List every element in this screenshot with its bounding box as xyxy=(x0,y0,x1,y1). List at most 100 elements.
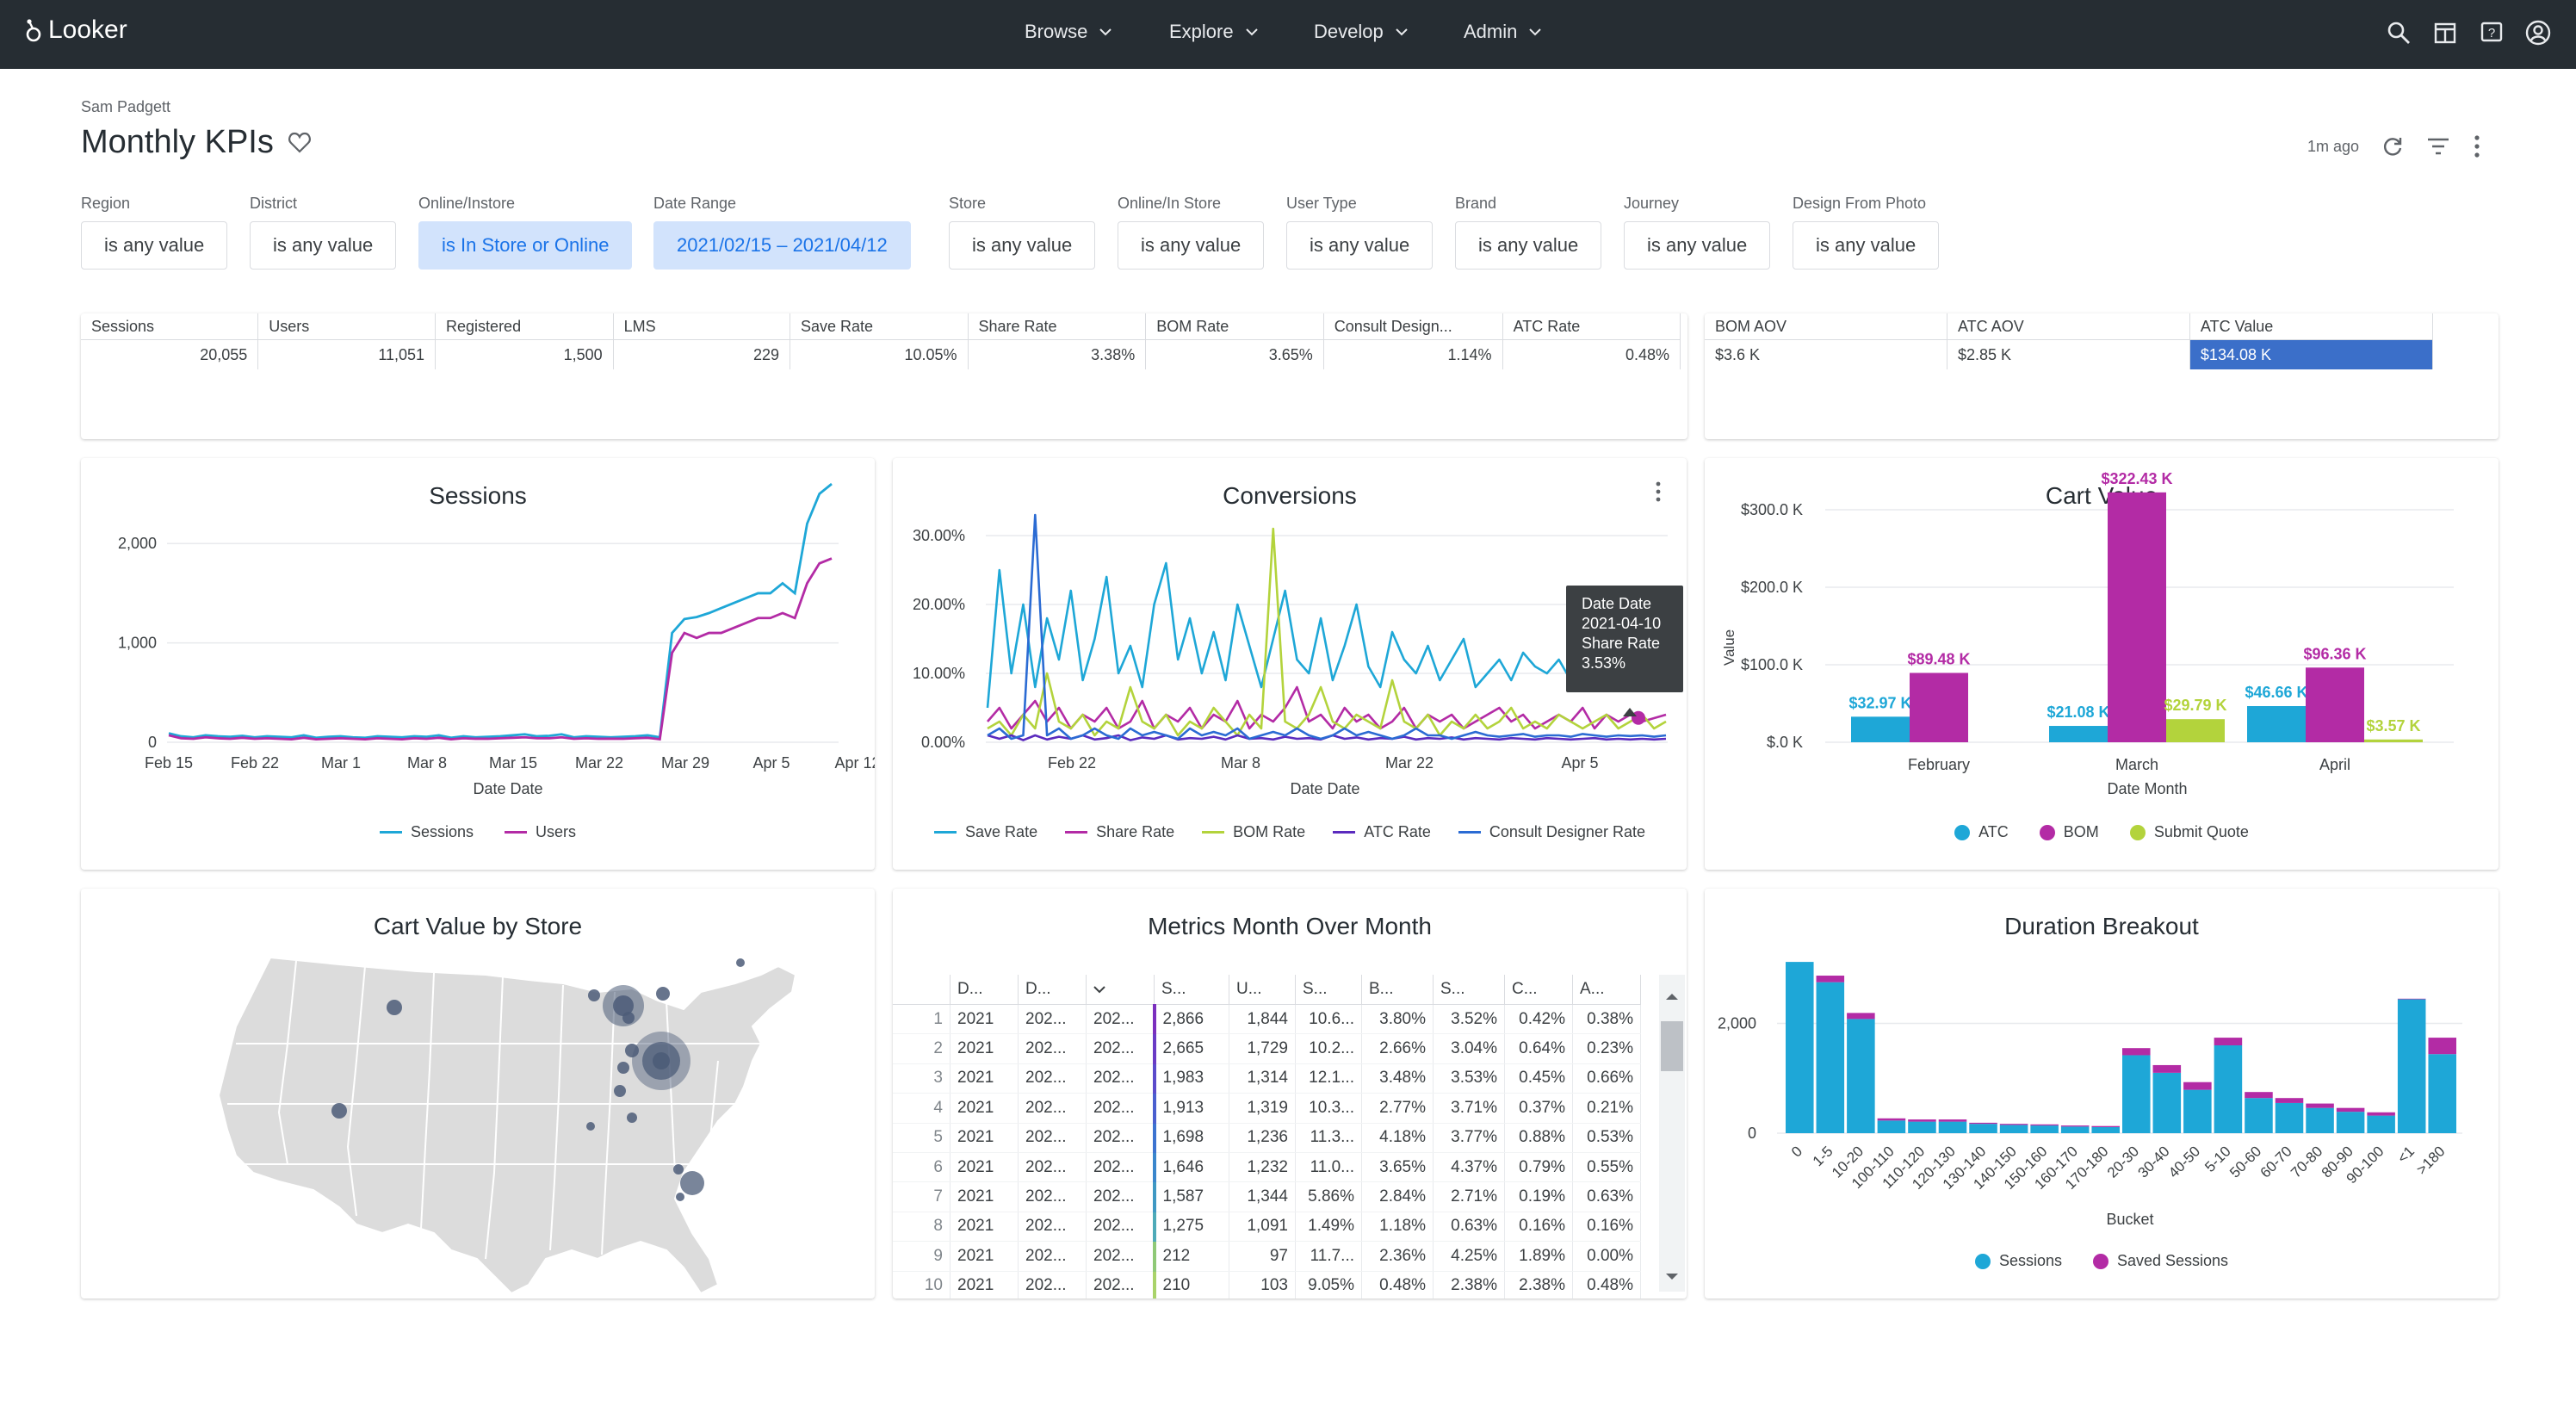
aov-header[interactable]: BOM AOV xyxy=(1705,313,1948,340)
bar-sessions[interactable] xyxy=(1786,962,1814,1133)
legend-item[interactable]: Consult Designer Rate xyxy=(1458,823,1645,841)
heart-icon[interactable] xyxy=(288,132,312,154)
bar-sessions[interactable] xyxy=(2245,1098,2273,1133)
store-marker[interactable] xyxy=(387,1000,402,1015)
marketplace-icon[interactable] xyxy=(2430,17,2461,48)
bar-saved-sessions[interactable] xyxy=(2091,1125,2120,1127)
bar-saved-sessions[interactable] xyxy=(1816,976,1845,982)
legend-item[interactable]: Sessions xyxy=(379,823,474,841)
legend-item[interactable]: BOM xyxy=(2039,823,2099,841)
scroll-down-icon[interactable] xyxy=(1665,1273,1679,1281)
nav-admin[interactable]: Admin xyxy=(1464,21,1542,43)
bar-sessions[interactable] xyxy=(2122,1055,2151,1133)
filter-value-button[interactable]: 2021/02/15 – 2021/04/12 xyxy=(653,221,911,270)
legend-item[interactable]: Saved Sessions xyxy=(2092,1252,2228,1270)
cart-value-bar-chart[interactable]: Date Month Value $.0 K $100.0 K $200.0 K $3… xyxy=(1705,458,2499,820)
sessions-line-chart[interactable]: Date Date 0 1,000 2,000 Feb 15 Feb 22 Mar 1 Ma… xyxy=(81,458,875,820)
bar-saved-sessions[interactable] xyxy=(1969,1122,1997,1125)
bar-bom[interactable] xyxy=(1910,673,1968,742)
table-row[interactable]: 3 2021 202... 202... 1,983 1,314 12.1... 3.48% 3… xyxy=(893,1063,1641,1094)
filter-icon[interactable] xyxy=(2426,137,2450,156)
column-header[interactable]: D... xyxy=(1018,975,1087,1005)
bar-atc[interactable] xyxy=(1851,716,1910,742)
store-marker[interactable] xyxy=(625,1044,639,1057)
bar-sessions[interactable] xyxy=(2060,1126,2090,1133)
table-row[interactable]: 10 2021 202... 202... 210 103 9.05% 0.48% 2.38% 2… xyxy=(893,1271,1641,1299)
bar-saved-sessions[interactable] xyxy=(2060,1125,2090,1127)
series-line-users[interactable] xyxy=(168,557,833,741)
kpi-header[interactable]: LMS xyxy=(613,313,790,340)
column-header[interactable]: D... xyxy=(950,975,1019,1005)
bar-saved-sessions[interactable] xyxy=(2397,998,2426,1000)
kpi-header[interactable]: Registered xyxy=(435,313,614,340)
bar-sessions[interactable] xyxy=(2336,1112,2365,1133)
filter-value-button[interactable]: is any value xyxy=(1286,221,1434,270)
bar-sessions[interactable] xyxy=(1938,1121,1967,1133)
account-icon[interactable] xyxy=(2523,17,2554,48)
column-header[interactable]: S... xyxy=(1433,975,1505,1005)
more-vert-icon[interactable] xyxy=(1654,480,1663,503)
filter-value-button[interactable]: is any value xyxy=(1624,221,1771,270)
bar-sessions[interactable] xyxy=(2214,1045,2243,1133)
bar-saved-sessions[interactable] xyxy=(2122,1048,2151,1056)
series-line-sessions[interactable] xyxy=(168,482,833,740)
legend-item[interactable]: Save Rate xyxy=(934,823,1037,841)
filter-value-button[interactable]: is any value xyxy=(1793,221,1940,270)
column-header[interactable]: A... xyxy=(1572,975,1641,1005)
conversions-line-chart[interactable]: Date Date 0.00% 10.00% 20.00% 30.00% Feb 22 M… xyxy=(893,458,1687,820)
column-header[interactable]: B... xyxy=(1361,975,1434,1005)
bar-sessions[interactable] xyxy=(1816,982,1845,1133)
filter-value-button[interactable]: is any value xyxy=(81,221,228,270)
bar-bom[interactable] xyxy=(2108,492,2166,742)
bar-sessions[interactable] xyxy=(2030,1125,2059,1133)
series-line[interactable] xyxy=(987,685,1667,730)
bar-saved-sessions[interactable] xyxy=(1847,1013,1875,1020)
nav-develop[interactable]: Develop xyxy=(1314,21,1408,43)
filter-value-button[interactable]: is any value xyxy=(1455,221,1602,270)
sort-column-header[interactable] xyxy=(1086,975,1155,1005)
store-marker[interactable] xyxy=(617,1062,629,1074)
bar-sessions[interactable] xyxy=(1908,1121,1936,1133)
bar-sessions[interactable] xyxy=(2183,1089,2212,1133)
column-header[interactable]: U... xyxy=(1229,975,1296,1005)
bar-atc[interactable] xyxy=(2049,726,2108,742)
search-icon[interactable] xyxy=(2383,17,2414,48)
store-marker[interactable] xyxy=(586,1122,595,1131)
bar-submit-quote[interactable] xyxy=(2166,719,2225,742)
store-marker[interactable] xyxy=(676,1193,684,1201)
bar-sessions[interactable] xyxy=(1877,1120,1906,1133)
bar-sessions[interactable] xyxy=(2428,1054,2456,1133)
bar-saved-sessions[interactable] xyxy=(2336,1107,2365,1113)
filter-value-button[interactable]: is In Store or Online xyxy=(418,221,633,270)
table-row[interactable]: 8 2021 202... 202... 1,275 1,091 1.49% 1.18% 0.6… xyxy=(893,1212,1641,1243)
legend-item[interactable]: ATC Rate xyxy=(1333,823,1431,841)
nav-browse[interactable]: Browse xyxy=(1025,21,1112,43)
bar-saved-sessions[interactable] xyxy=(2152,1064,2182,1073)
bar-sessions[interactable] xyxy=(2367,1115,2395,1133)
refresh-icon[interactable] xyxy=(2381,135,2404,158)
store-marker[interactable] xyxy=(653,1052,670,1069)
legend-item[interactable]: Submit Quote xyxy=(2129,823,2249,841)
filter-value-button[interactable]: is any value xyxy=(250,221,397,270)
table-row[interactable]: 9 2021 202... 202... 212 97 11.7... 2.36% 4.25% 1… xyxy=(893,1241,1641,1272)
scrollbar-thumb[interactable] xyxy=(1661,1021,1683,1071)
table-row[interactable]: 2 2021 202... 202... 2,665 1,729 10.2... 2.66% 3… xyxy=(893,1033,1641,1064)
bar-sessions[interactable] xyxy=(1969,1124,1997,1133)
kpi-header[interactable]: Users xyxy=(257,313,437,340)
bar-sessions[interactable] xyxy=(2152,1072,2182,1133)
kpi-header[interactable]: Sessions xyxy=(81,313,259,340)
kpi-header[interactable]: Save Rate xyxy=(790,313,969,340)
bar-bom[interactable] xyxy=(2306,667,2364,742)
bar-sessions[interactable] xyxy=(2275,1102,2304,1133)
series-line[interactable] xyxy=(987,527,1667,737)
help-icon[interactable]: ? xyxy=(2476,17,2507,48)
bar-atc[interactable] xyxy=(2247,706,2306,742)
bar-saved-sessions[interactable] xyxy=(1877,1118,1906,1121)
table-row[interactable]: 6 2021 202... 202... 1,646 1,232 11.0... 3.65% 4… xyxy=(893,1152,1641,1183)
table-row[interactable]: 7 2021 202... 202... 1,587 1,344 5.86% 2.84% 2.7… xyxy=(893,1181,1641,1212)
more-vert-icon[interactable] xyxy=(2473,134,2481,158)
store-marker[interactable] xyxy=(627,1113,637,1123)
store-marker[interactable] xyxy=(613,995,634,1016)
table-row[interactable]: 5 2021 202... 202... 1,698 1,236 11.3... 4.18% 3… xyxy=(893,1123,1641,1153)
